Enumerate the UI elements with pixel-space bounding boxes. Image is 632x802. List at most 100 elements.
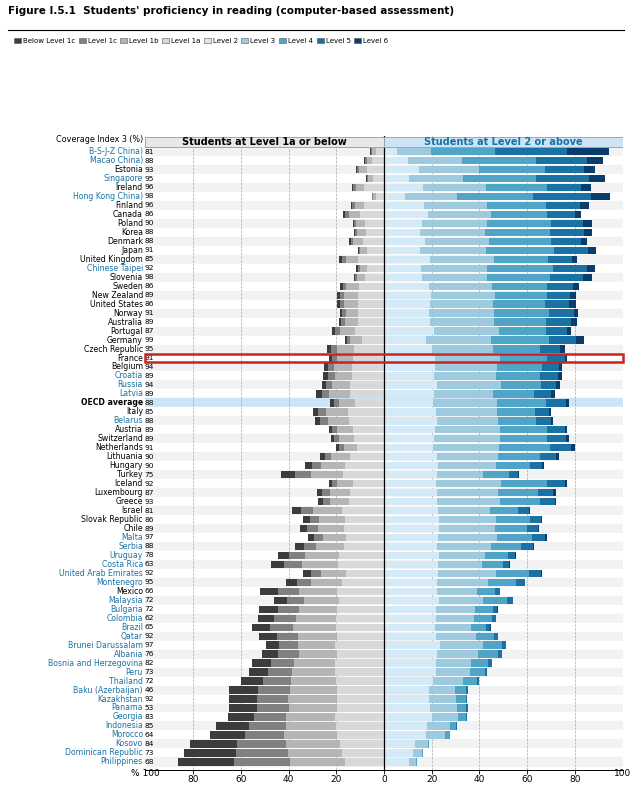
Bar [573, 256, 578, 263]
Text: Latvia: Latvia [119, 390, 143, 399]
Bar [342, 749, 384, 756]
Bar [384, 740, 415, 747]
Bar [145, 748, 623, 757]
Bar [428, 740, 429, 747]
Bar [499, 327, 547, 334]
Text: Brunei Darussalam: Brunei Darussalam [68, 641, 143, 650]
Bar [145, 479, 623, 488]
Bar [384, 731, 426, 739]
Bar [342, 256, 346, 263]
Text: % 100: % 100 [131, 768, 160, 778]
Bar [384, 489, 437, 496]
Bar [365, 184, 384, 191]
Bar [494, 391, 534, 398]
Bar [286, 713, 335, 721]
Bar [587, 265, 595, 272]
Text: Portugal: Portugal [111, 326, 143, 335]
Bar [554, 489, 556, 496]
Bar [429, 695, 456, 703]
Bar [301, 507, 313, 514]
Bar [490, 507, 518, 514]
Bar [574, 310, 578, 317]
Bar [583, 229, 592, 236]
Bar [259, 606, 277, 613]
Bar [355, 273, 358, 281]
Bar [430, 301, 494, 308]
Bar [349, 489, 384, 496]
Text: Bulgaria: Bulgaria [110, 605, 143, 614]
Bar [298, 633, 337, 640]
Text: 95: 95 [145, 579, 154, 585]
Bar [570, 291, 576, 299]
Bar [358, 301, 384, 308]
Bar [584, 166, 595, 173]
Bar [145, 587, 623, 596]
Bar [533, 192, 592, 200]
Bar [337, 291, 339, 299]
Bar [457, 704, 466, 711]
Bar [547, 282, 573, 290]
Bar [331, 453, 350, 460]
Bar [571, 444, 575, 452]
Bar [210, 731, 245, 739]
Bar [322, 489, 329, 496]
Bar [545, 166, 584, 173]
Bar [145, 569, 623, 578]
Bar [384, 336, 426, 344]
Text: Georgia: Georgia [112, 712, 143, 722]
Bar [145, 632, 623, 641]
Text: Finland: Finland [115, 201, 143, 210]
Bar [437, 588, 477, 595]
Bar [516, 579, 525, 586]
Bar [483, 597, 507, 604]
Bar [490, 336, 549, 344]
Bar [331, 435, 334, 443]
Bar [430, 704, 457, 711]
Bar [384, 391, 434, 398]
Bar [384, 148, 397, 156]
Bar [548, 256, 573, 263]
Text: 78: 78 [145, 553, 154, 558]
Bar [291, 507, 301, 514]
Bar [350, 381, 384, 389]
Bar [299, 588, 337, 595]
Bar [413, 749, 422, 756]
Bar [490, 543, 521, 550]
Bar [291, 758, 344, 766]
Text: 97: 97 [145, 642, 154, 648]
Bar [355, 327, 384, 334]
Text: Philippines: Philippines [100, 757, 143, 767]
Bar [435, 480, 501, 488]
Bar [145, 667, 623, 677]
Bar [518, 471, 520, 478]
Bar [278, 552, 289, 559]
Bar [535, 408, 549, 415]
Bar [450, 723, 456, 730]
Bar [547, 184, 581, 191]
Bar [433, 678, 463, 685]
Bar [405, 192, 457, 200]
Text: Russia: Russia [118, 380, 143, 390]
Bar [437, 471, 483, 478]
Bar [373, 175, 384, 182]
Bar [358, 291, 384, 299]
Text: Israel: Israel [121, 506, 143, 515]
Bar [337, 687, 384, 694]
Text: 100: 100 [614, 768, 631, 778]
Bar [483, 471, 509, 478]
Bar [541, 381, 556, 389]
Bar [580, 202, 590, 209]
Text: 94: 94 [145, 364, 154, 370]
Bar [356, 166, 357, 173]
Bar [331, 346, 337, 353]
Bar [384, 498, 437, 505]
Bar [542, 462, 544, 469]
Bar [339, 399, 355, 407]
Text: Slovenia: Slovenia [110, 273, 143, 282]
Bar [556, 453, 559, 460]
Bar [422, 220, 487, 227]
Text: 68: 68 [145, 759, 154, 765]
Bar [318, 498, 322, 505]
Text: Italy: Italy [126, 407, 143, 416]
Bar [408, 157, 462, 164]
